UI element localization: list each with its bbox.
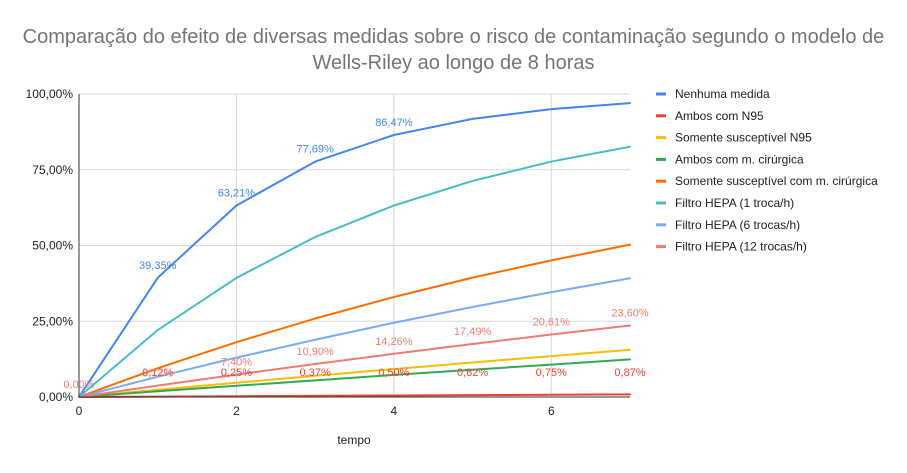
y-tick-label: 75,00% (32, 163, 73, 177)
chart-title-line-1: Comparação do efeito de diversas medidas… (22, 26, 885, 48)
data-label: 3,77% (142, 368, 173, 380)
x-tick-label: 0 (76, 404, 83, 418)
data-label: 0,00% (63, 379, 94, 391)
y-tick-label: 50,00% (32, 239, 73, 253)
legend: Nenhuma medida Ambos com N95 Somente susce… (656, 87, 878, 254)
x-tick-label: 4 (391, 404, 398, 418)
data-label: 86,47% (375, 117, 413, 129)
data-label: 14,26% (375, 336, 413, 348)
legend-entry-label: Nenhuma medida (675, 87, 770, 101)
legend-entry-label: Ambos com m. cirúrgica (675, 152, 804, 166)
y-tick-label: 0,00% (39, 390, 73, 404)
data-label: 0,50% (378, 367, 409, 379)
data-label: 0,12% (142, 367, 173, 379)
legend-entry-label: Filtro HEPA (6 trocas/h) (675, 218, 800, 232)
series-line (78, 324, 631, 398)
data-labels: 39,35% 63,21% 77,69% 86,47% 0,12% 0,25% 0,37% 0… (63, 117, 648, 391)
data-label: 20,61% (533, 317, 571, 329)
data-label: 0,62% (457, 367, 488, 379)
x-tick-label: 2 (233, 404, 240, 418)
data-label: 0,75% (536, 367, 567, 379)
x-tick-label: 6 (548, 404, 555, 418)
data-label: 0,87% (614, 367, 645, 379)
legend-entry-label: Somente susceptível com m. cirúrgica (675, 174, 878, 188)
chart-title-line-2: Wells-Riley ao longo de 8 horas (312, 52, 595, 74)
y-tick-label: 100,00% (26, 87, 74, 101)
axes: 0,00% 25,00% 50,00% 75,00% 100,00% 0 2 4 6 (26, 87, 630, 418)
grid-lines (79, 93, 630, 398)
data-label: 10,90% (296, 346, 334, 358)
y-tick-label: 25,00% (32, 314, 73, 328)
legend-entry-label: Filtro HEPA (12 trocas/h) (675, 240, 807, 254)
data-label: 39,35% (139, 260, 177, 272)
chart-title: Comparação do efeito de diversas medidas… (0, 24, 907, 76)
series-line (78, 145, 631, 398)
legend-entry-label: Somente susceptível N95 (675, 131, 812, 145)
series-line (78, 102, 631, 398)
series-lines (78, 102, 631, 398)
legend-entry-label: Ambos com N95 (675, 109, 764, 123)
x-axis-title: tempo (337, 433, 371, 447)
data-label: 17,49% (454, 326, 492, 338)
data-label: 0,37% (300, 367, 331, 379)
data-label: 63,21% (218, 187, 256, 199)
series-line (78, 277, 631, 398)
data-label: 0,25% (221, 367, 252, 379)
data-label: 7,40% (221, 357, 252, 369)
data-label: 23,60% (611, 307, 649, 319)
data-label: 77,69% (296, 144, 334, 156)
series-line (78, 243, 631, 398)
series-line (78, 358, 631, 398)
series-line (78, 348, 631, 398)
legend-entry-label: Filtro HEPA (1 troca/h) (675, 196, 794, 210)
